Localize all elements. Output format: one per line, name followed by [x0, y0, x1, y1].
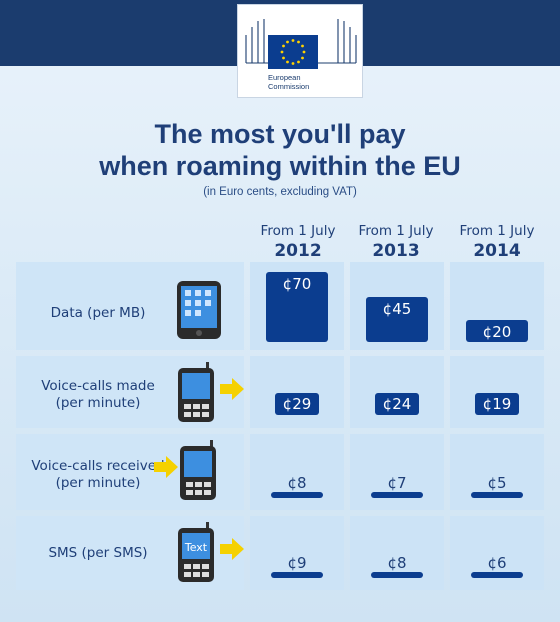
value-sms-1: ¢8	[387, 554, 407, 572]
sms-screen-text: Text	[184, 541, 208, 554]
value-calls-received-0: ¢8	[287, 474, 307, 492]
bar-label-data-2: ¢20	[482, 323, 512, 341]
cell-sms-2013	[350, 516, 444, 590]
cell-calls-received-2013	[350, 434, 444, 510]
badge-calls-made-1: ¢24	[375, 393, 419, 415]
phone-incoming-icon	[154, 440, 216, 500]
badge-calls-made-2: ¢19	[475, 393, 519, 415]
column-header-2014: From 1 July 2014	[459, 223, 535, 261]
column-header-2012: From 1 July 2012	[260, 223, 336, 261]
eu-commission-logo: European Commission	[237, 4, 363, 98]
page-title: The most you'll pay when roaming within …	[99, 119, 461, 181]
value-sms-0: ¢9	[287, 554, 307, 572]
value-calls-received-1: ¢7	[387, 474, 407, 492]
underline-calls-received-1	[371, 492, 423, 498]
cell-sms-2014	[450, 516, 544, 590]
column-header-2013: From 1 July 2013	[358, 223, 434, 261]
cell-sms-2012	[250, 516, 344, 590]
cell-calls-made-2012	[250, 356, 344, 428]
logo-text: European Commission	[268, 73, 310, 91]
bar-data-2	[466, 320, 528, 342]
bar-data-0	[266, 272, 328, 342]
value-calls-received-2: ¢5	[487, 474, 507, 492]
cell-calls-received-2012	[250, 434, 344, 510]
underline-calls-received-0	[271, 492, 323, 498]
row-label-data: Data (per MB)	[50, 305, 146, 321]
underline-sms-2	[471, 572, 523, 578]
bar-data-1	[366, 297, 428, 342]
badge-calls-made-0: ¢29	[275, 393, 319, 415]
underline-calls-received-2	[471, 492, 523, 498]
row-label-calls-received: Voice-calls received (per minute)	[31, 458, 165, 491]
bar-label-data-0: ¢70	[282, 275, 312, 293]
tablet-icon	[177, 281, 221, 339]
row-label-calls-made: Voice-calls made (per minute)	[41, 378, 155, 411]
underline-sms-0	[271, 572, 323, 578]
underline-sms-1	[371, 572, 423, 578]
sms-phone-icon: Text	[178, 522, 244, 582]
cell-calls-made-2013	[350, 356, 444, 428]
value-sms-2: ¢6	[487, 554, 507, 572]
cell-calls-received-2014	[450, 434, 544, 510]
page-subtitle: (in Euro cents, excluding VAT)	[203, 186, 357, 198]
bar-label-data-1: ¢45	[382, 300, 412, 318]
row-label-sms: SMS (per SMS)	[48, 545, 148, 561]
cell-calls-made-2014	[450, 356, 544, 428]
phone-outgoing-icon	[178, 362, 244, 422]
